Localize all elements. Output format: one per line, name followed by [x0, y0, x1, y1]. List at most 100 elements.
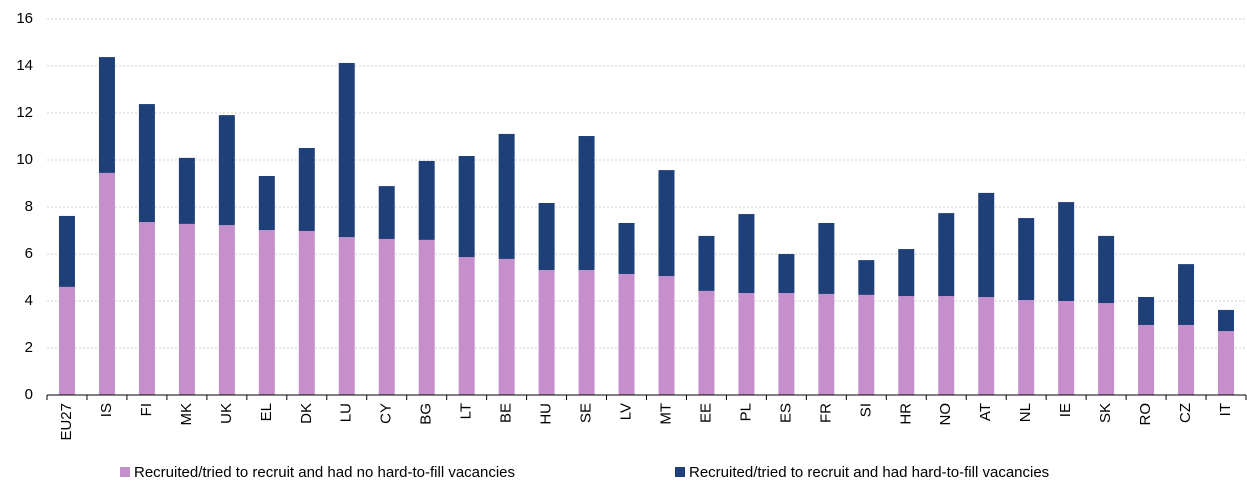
bar-segment — [98, 57, 115, 173]
x-tick-label: FR — [817, 403, 834, 423]
bar-segment — [1218, 331, 1235, 395]
x-tick-label: EE — [697, 403, 714, 423]
bar-segment — [738, 293, 755, 395]
legend-swatch — [675, 467, 685, 477]
bar-segment — [418, 160, 435, 240]
bar-segment — [338, 237, 355, 395]
bar-segment — [818, 293, 835, 395]
x-tick-label: LU — [338, 403, 355, 422]
bar-segment — [818, 222, 835, 294]
bar-segment — [498, 258, 515, 395]
x-tick-label: AT — [977, 403, 994, 421]
bar-segment — [858, 294, 875, 395]
bar-segment — [978, 192, 995, 298]
y-tick-label: 14 — [16, 57, 33, 74]
bar-segment — [138, 104, 155, 223]
bar-segment — [1178, 264, 1195, 325]
bar-segment — [1138, 324, 1155, 395]
bar-segment — [698, 290, 715, 395]
bar-segment — [218, 115, 235, 226]
bar-segment — [1138, 297, 1155, 325]
bar-segment — [1098, 303, 1115, 395]
bar-segment — [178, 157, 195, 224]
x-tick-label: BE — [498, 403, 515, 423]
x-tick-label: PL — [737, 403, 754, 421]
y-tick-label: 6 — [25, 245, 33, 262]
x-tick-label: CZ — [1177, 403, 1194, 423]
bar-segment — [498, 133, 515, 259]
x-tick-label: EU27 — [58, 403, 75, 441]
bar-segment — [698, 235, 715, 291]
bar-segment — [618, 273, 635, 395]
x-tick-label: IE — [1057, 403, 1074, 417]
legend-label: Recruited/tried to recruit and had no ha… — [134, 464, 515, 481]
bar-segment — [1018, 300, 1035, 395]
bar-segment — [1218, 309, 1235, 332]
bar-segment — [938, 296, 955, 395]
bar-segment — [938, 213, 955, 297]
bar-segment — [218, 225, 235, 395]
bar-segment — [738, 214, 755, 294]
bar-segment — [418, 239, 435, 395]
y-tick-label: 4 — [25, 292, 33, 309]
x-tick-label: IS — [98, 403, 115, 417]
x-tick-label: FI — [138, 403, 155, 416]
x-tick-label: SE — [578, 403, 595, 423]
bar-segment — [1098, 235, 1115, 304]
x-tick-label: SK — [1097, 403, 1114, 423]
bar-segment — [858, 260, 875, 295]
bar-segment — [98, 172, 115, 395]
bar-segment — [898, 296, 915, 395]
y-tick-label: 8 — [25, 198, 33, 215]
bar-segment — [458, 156, 475, 258]
bar-segment — [338, 62, 355, 238]
bar-segment — [298, 148, 315, 231]
bar-segment — [378, 238, 395, 395]
bar-segment — [778, 293, 795, 395]
legend-swatch — [120, 467, 130, 477]
y-tick-label: 16 — [16, 10, 33, 27]
x-tick-label: MT — [657, 403, 674, 425]
bar-segment — [538, 269, 555, 395]
bar-segment — [778, 254, 795, 294]
x-tick-label: UK — [218, 403, 235, 424]
bar-segment — [658, 276, 675, 395]
bar-segment — [578, 269, 595, 395]
x-tick-label: RO — [1137, 403, 1154, 426]
bar-segment — [1058, 301, 1075, 395]
y-tick-label: 10 — [16, 151, 33, 168]
x-tick-label: IT — [1217, 403, 1234, 416]
y-tick-label: 12 — [16, 104, 33, 121]
x-tick-label: NL — [1017, 403, 1034, 422]
bar-segment — [978, 297, 995, 395]
x-tick-label: SI — [857, 403, 874, 417]
x-tick-label: DK — [298, 403, 315, 424]
bar-segment — [298, 230, 315, 395]
x-tick-label: NO — [937, 403, 954, 426]
bar-segment — [178, 223, 195, 395]
bar-segment — [258, 230, 275, 395]
bar-segment — [618, 222, 635, 274]
bar-segment — [1058, 202, 1075, 301]
x-tick-label: EL — [258, 403, 275, 421]
bar-segment — [378, 186, 395, 239]
x-tick-label: HR — [897, 403, 914, 425]
bar-segment — [458, 257, 475, 395]
bar-segment — [538, 203, 555, 270]
x-tick-label: LV — [617, 403, 634, 420]
x-tick-label: MK — [178, 403, 195, 426]
bar-segment — [658, 170, 675, 277]
y-tick-label: 0 — [25, 386, 33, 403]
bar-segment — [58, 286, 75, 395]
x-tick-label: LT — [458, 403, 475, 419]
bar-segment — [258, 175, 275, 231]
bar-segment — [1018, 218, 1035, 301]
x-tick-label: CY — [378, 403, 395, 424]
bar-segment — [898, 249, 915, 297]
bar-segment — [138, 222, 155, 395]
y-tick-label: 2 — [25, 339, 33, 356]
x-tick-label: ES — [777, 403, 794, 423]
bar-segment — [1178, 324, 1195, 395]
legend-label: Recruited/tried to recruit and had hard-… — [689, 464, 1049, 481]
